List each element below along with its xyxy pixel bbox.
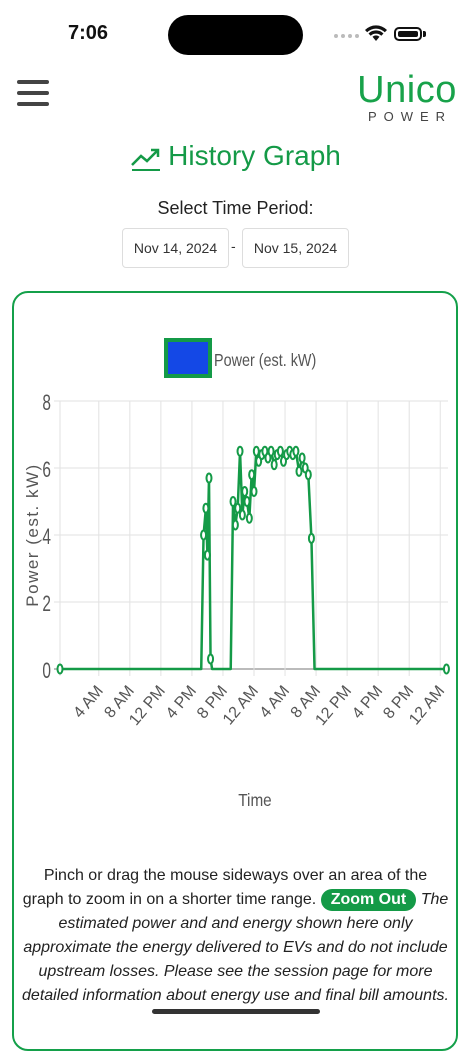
- data-point: [234, 502, 242, 514]
- page-title: History Graph: [0, 140, 471, 172]
- x-tick-label: 4 PM: [349, 683, 386, 723]
- data-point: [207, 653, 215, 665]
- status-time: 7:06: [68, 22, 109, 44]
- data-point: [205, 472, 213, 484]
- x-tick-label: 12 AM: [406, 683, 448, 729]
- data-point: [243, 496, 251, 507]
- data-point: [298, 452, 306, 464]
- chart-info: Pinch or drag the mouse sideways over an…: [22, 864, 449, 1008]
- cellular-signal-icon: [334, 34, 359, 38]
- status-bar: 7:06: [0, 0, 471, 60]
- energy-disclaimer: The estimated power and and energy shown…: [22, 891, 449, 1004]
- trending-up-icon: [131, 148, 161, 171]
- data-point: [245, 512, 253, 524]
- x-axis-title: Time: [238, 790, 271, 810]
- x-tick-label: 4 AM: [257, 683, 293, 722]
- legend-label: Power (est. kW): [214, 351, 316, 371]
- battery-icon: [394, 27, 422, 41]
- data-point: [248, 469, 256, 481]
- data-point: [236, 445, 244, 457]
- zoom-out-button[interactable]: Zoom Out: [320, 889, 417, 911]
- data-point: [292, 445, 300, 457]
- data-point: [307, 532, 315, 544]
- data-point: [56, 663, 64, 675]
- data-point: [304, 469, 312, 481]
- data-point: [229, 496, 237, 507]
- y-tick-label: 0: [42, 659, 51, 683]
- data-point: [250, 485, 258, 497]
- data-point: [241, 485, 249, 497]
- data-point: [252, 445, 260, 457]
- x-tick-label: 12 AM: [220, 683, 262, 729]
- data-point: [238, 509, 246, 521]
- y-tick-label: 6: [42, 458, 51, 482]
- end-date-field[interactable]: Nov 15, 2024: [242, 228, 349, 268]
- home-indicator: [152, 1009, 320, 1014]
- time-period-label: Select Time Period:: [157, 198, 314, 218]
- data-point: [276, 445, 284, 457]
- unico-power-logo: Unico POWER: [352, 70, 462, 124]
- series-line: [60, 450, 447, 671]
- wifi-icon: [365, 25, 387, 41]
- dynamic-island: [168, 15, 303, 55]
- start-date-field[interactable]: Nov 14, 2024: [122, 228, 229, 268]
- hamburger-menu-icon[interactable]: [17, 80, 49, 108]
- date-separator: -: [231, 238, 236, 254]
- legend-swatch: [164, 338, 212, 378]
- data-point: [231, 519, 239, 531]
- x-tick-label: 4 AM: [70, 683, 106, 722]
- data-point: [267, 445, 275, 457]
- data-point: [442, 663, 450, 675]
- data-point: [203, 549, 211, 561]
- x-tick-label: 4 PM: [163, 683, 200, 723]
- data-point: [270, 459, 278, 471]
- y-tick-label: 8: [42, 391, 51, 415]
- page-title-text: History Graph: [168, 140, 341, 171]
- data-point: [202, 502, 210, 514]
- y-tick-label: 4: [42, 525, 51, 549]
- logo-subtext: POWER: [367, 109, 453, 124]
- logo-wordmark: Unico: [357, 69, 457, 111]
- zoom-instruction: Pinch or drag the mouse sideways over an…: [22, 867, 428, 908]
- y-axis-title: Power (est. kW): [23, 463, 42, 606]
- data-point: [200, 529, 208, 541]
- y-tick-label: 2: [42, 592, 51, 616]
- data-point: [295, 465, 303, 477]
